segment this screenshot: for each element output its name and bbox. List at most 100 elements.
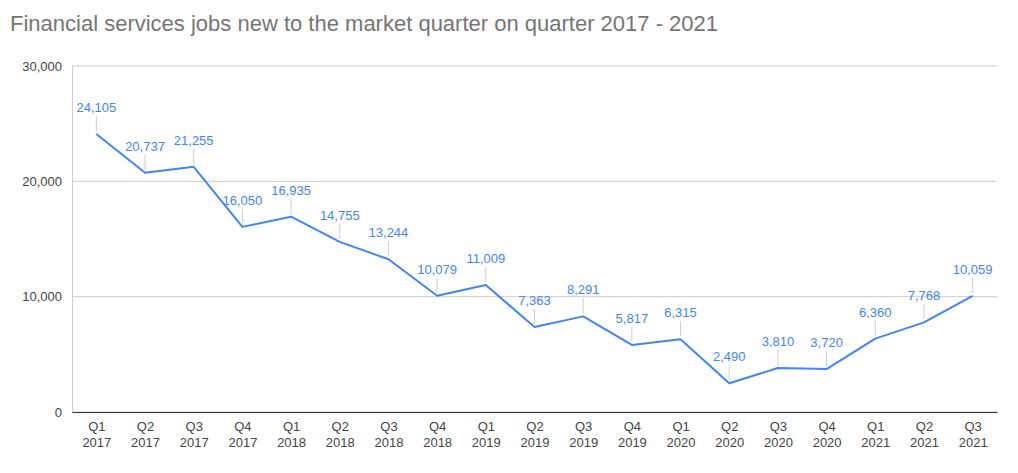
title: Financial services jobs new to the marke… xyxy=(10,11,718,36)
label-leader xyxy=(631,327,632,342)
label-leader xyxy=(826,351,827,366)
label-leader xyxy=(923,304,924,319)
data-label: 6,360 xyxy=(859,305,892,320)
x-tick-label-line: 2021 xyxy=(959,435,988,450)
grid-line xyxy=(72,181,997,182)
x-tick-label-line: 2017 xyxy=(82,435,111,450)
x-axis: Q12017Q22017Q32017Q42017Q12018Q22018Q320… xyxy=(73,412,998,450)
data-label: 5,817 xyxy=(616,311,649,326)
label-leader xyxy=(972,278,973,293)
x-tick: Q42018 xyxy=(423,412,452,450)
grid-line xyxy=(72,412,997,413)
x-tick-label-line: 2021 xyxy=(861,435,890,450)
x-tick-label-line: 2017 xyxy=(228,435,257,450)
chart: Financial services jobs new to the marke… xyxy=(0,0,1018,473)
y-tick-label: 30,000 xyxy=(22,59,62,74)
x-tick-label-line: Q4 xyxy=(624,419,641,434)
y-tick: 10,000 xyxy=(22,289,72,304)
x-tick-label: Q42018 xyxy=(423,419,452,450)
x-tick-label-line: 2017 xyxy=(180,435,209,450)
data-label: 20,737 xyxy=(125,139,165,154)
x-tick-label: Q32020 xyxy=(764,419,793,450)
data-label: 10,079 xyxy=(417,262,457,277)
x-tick-label-line: 2018 xyxy=(374,435,403,450)
x-tick-label-line: Q3 xyxy=(575,419,592,434)
x-tick-label-line: Q4 xyxy=(818,419,835,434)
x-tick-label: Q32019 xyxy=(569,419,598,450)
data-label: 24,105 xyxy=(76,100,116,115)
x-tick: Q12019 xyxy=(472,412,501,450)
x-tick-label-line: 2018 xyxy=(277,435,306,450)
y-tick: 0 xyxy=(55,405,72,420)
x-tick-label-line: 2017 xyxy=(131,435,160,450)
label-leader xyxy=(534,309,535,324)
y-tick: 20,000 xyxy=(22,174,72,189)
x-tick-label-line: Q4 xyxy=(429,419,446,434)
label-leader xyxy=(680,321,681,336)
data-label: 7,768 xyxy=(908,288,941,303)
x-tick-label: Q12020 xyxy=(667,419,696,450)
data-label: 11,009 xyxy=(466,251,505,266)
y-tick: 30,000 xyxy=(22,59,72,74)
x-tick: Q42017 xyxy=(228,412,257,450)
x-tick-label: Q22019 xyxy=(521,419,550,450)
x-tick-label-line: Q3 xyxy=(770,419,787,434)
label-leader xyxy=(96,116,97,131)
x-tick-label-line: 2019 xyxy=(521,435,550,450)
label-leader xyxy=(583,298,584,313)
y-tick-label: 20,000 xyxy=(22,174,62,189)
x-tick-label-line: Q3 xyxy=(186,419,203,434)
y-tick-label: 10,000 xyxy=(22,289,62,304)
x-tick-label: Q22018 xyxy=(326,419,355,450)
x-tick-label-line: 2021 xyxy=(910,435,939,450)
label-leader xyxy=(485,267,486,282)
x-tick-label-line: Q3 xyxy=(964,419,981,434)
y-tick-label: 0 xyxy=(55,405,62,420)
x-axis-line xyxy=(73,412,998,413)
label-leader xyxy=(875,321,876,336)
x-tick: Q12018 xyxy=(277,412,306,450)
x-tick-label: Q12017 xyxy=(82,419,111,450)
x-tick-label: Q12021 xyxy=(861,419,890,450)
x-tick: Q22021 xyxy=(910,412,939,450)
x-tick-label: Q22021 xyxy=(910,419,939,450)
data-label: 8,291 xyxy=(567,282,600,297)
label-leader xyxy=(339,224,340,239)
x-tick-label-line: 2020 xyxy=(764,435,793,450)
x-tick: Q32017 xyxy=(180,412,209,450)
x-tick-label-line: 2020 xyxy=(715,435,744,450)
x-tick-label-line: Q1 xyxy=(88,419,105,434)
y-axis-line xyxy=(72,67,73,413)
data-label: 3,810 xyxy=(762,334,795,349)
data-label: 21,255 xyxy=(174,133,214,148)
line xyxy=(96,134,972,383)
x-tick: Q32019 xyxy=(569,412,598,450)
x-tick: Q42019 xyxy=(618,412,647,450)
x-tick-label-line: 2020 xyxy=(667,435,696,450)
x-tick: Q32018 xyxy=(374,412,403,450)
x-tick: Q22017 xyxy=(131,412,160,450)
label-leader xyxy=(437,278,438,293)
x-tick-label: Q12018 xyxy=(277,419,306,450)
x-tick-label: Q22017 xyxy=(131,419,160,450)
x-tick-label-line: Q2 xyxy=(332,419,349,434)
x-tick-label-line: Q4 xyxy=(234,419,251,434)
x-tick-label-line: Q3 xyxy=(380,419,397,434)
data-label: 10,059 xyxy=(953,262,993,277)
x-tick-label-line: Q2 xyxy=(137,419,154,434)
label-leader xyxy=(777,350,778,365)
x-tick-label-line: Q2 xyxy=(721,419,738,434)
x-tick-label-line: 2019 xyxy=(618,435,647,450)
label-leader xyxy=(193,149,194,164)
x-tick-label: Q32017 xyxy=(180,419,209,450)
x-tick-label: Q42020 xyxy=(813,419,842,450)
grid-line xyxy=(72,66,997,67)
x-tick-label-line: Q1 xyxy=(672,419,689,434)
x-tick-label: Q32021 xyxy=(959,419,988,450)
x-tick-label-line: 2019 xyxy=(472,435,501,450)
x-tick-label-line: 2019 xyxy=(569,435,598,450)
x-tick-label-line: Q2 xyxy=(916,419,933,434)
x-tick: Q12017 xyxy=(82,412,111,450)
x-tick-label: Q12019 xyxy=(472,419,501,450)
data-label: 7,363 xyxy=(518,293,551,308)
